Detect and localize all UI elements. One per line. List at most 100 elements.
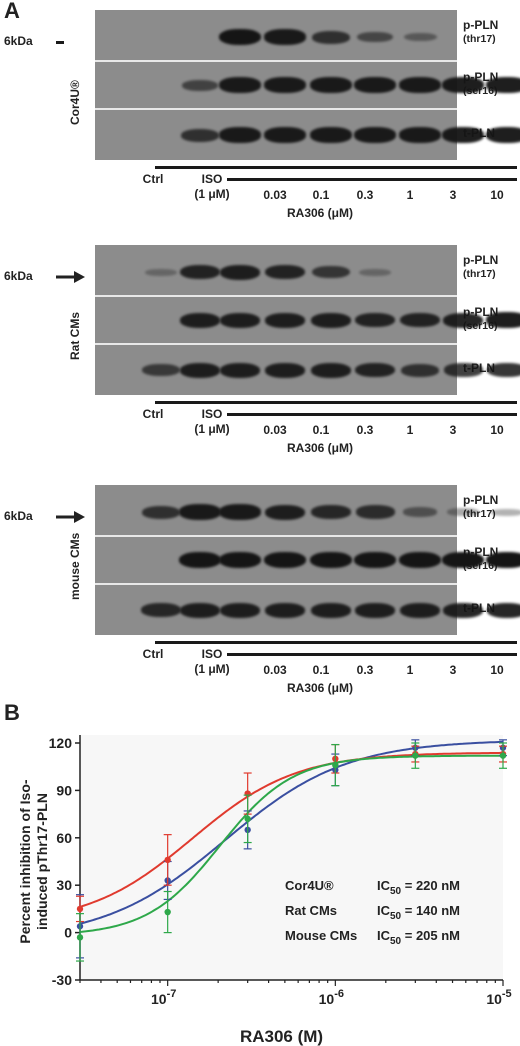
- dose-label: 0.03: [263, 663, 287, 677]
- drug-axis-label: RA306 (μM): [286, 206, 354, 220]
- protein-band: [442, 127, 484, 143]
- protein-band: [179, 362, 221, 378]
- data-point: [76, 934, 84, 941]
- blot-row-label: p-PLN (thr17): [463, 18, 498, 46]
- protein-band: [486, 312, 520, 328]
- protein-band: [399, 602, 441, 618]
- blot-strip: [95, 585, 520, 635]
- blot-image: [95, 245, 520, 395]
- legend-series-name: Rat CMs: [285, 903, 337, 918]
- lane-label-ctrl: Ctrl: [142, 647, 164, 661]
- protein-label: p-PLN: [463, 253, 499, 267]
- protein-band: [491, 508, 520, 516]
- molecular-weight-marker: 6kDa: [4, 269, 33, 283]
- strip-divider: [95, 343, 457, 345]
- protein-band: [145, 268, 177, 276]
- arrow-icon: [56, 511, 85, 523]
- drug-bar: [227, 653, 517, 656]
- strip-divider: [95, 535, 457, 537]
- blot-strip: [95, 110, 520, 160]
- dose-label: 0.3: [356, 188, 374, 202]
- y-tick-label: 0: [64, 925, 72, 941]
- protein-band: [264, 77, 306, 93]
- protein-band: [219, 29, 261, 45]
- panel-b-letter: B: [4, 700, 20, 725]
- legend-ic50: IC50 = 205 nM: [377, 928, 460, 947]
- fit-curve: [79, 754, 503, 933]
- protein-band: [219, 504, 261, 520]
- iso-dose-label: (1 μM): [194, 422, 230, 436]
- protein-band: [264, 602, 306, 618]
- protein-band: [219, 264, 261, 280]
- strip-divider: [95, 295, 457, 297]
- protein-band: [399, 127, 441, 143]
- blot-image: [95, 485, 520, 635]
- protein-band: [359, 268, 391, 276]
- y-tick-label: 30: [56, 877, 72, 893]
- protein-band: [219, 127, 261, 143]
- blot-row-label: p-PLN (thr17): [463, 493, 498, 521]
- protein-band: [310, 602, 352, 618]
- protein-band: [180, 128, 220, 142]
- protein-band: [219, 552, 261, 568]
- lane-label-ctrl: Ctrl: [142, 172, 164, 186]
- strip-divider: [95, 108, 457, 110]
- protein-band: [311, 30, 351, 44]
- lane-label-ctrl: Ctrl: [142, 407, 164, 421]
- protein-band: [354, 312, 396, 328]
- y-tick-label: 90: [56, 782, 72, 798]
- protein-band: [179, 504, 221, 520]
- protein-band: [182, 79, 218, 91]
- protein-band: [486, 602, 520, 618]
- protein-band: [264, 312, 306, 328]
- protein-band: [312, 265, 350, 279]
- protein-band: [264, 504, 306, 520]
- data-point: [244, 815, 251, 823]
- blot-strip: [95, 245, 457, 295]
- protein-band: [141, 603, 181, 617]
- blot-strip: [95, 297, 520, 343]
- blot-strip: [95, 62, 520, 108]
- protein-band: [354, 127, 396, 143]
- y-tick-label: 120: [49, 735, 73, 751]
- dose-label: 3: [449, 663, 457, 677]
- protein-band: [354, 77, 396, 93]
- protein-band: [399, 77, 441, 93]
- protein-band: [179, 552, 221, 568]
- legend-ic50: IC50 = 140 nM: [377, 903, 460, 922]
- data-point: [164, 856, 171, 864]
- data-point: [499, 752, 507, 759]
- dose-label: 0.3: [356, 423, 374, 437]
- protein-band: [219, 312, 261, 328]
- protein-band: [354, 362, 396, 378]
- dose-label: 0.1: [312, 423, 330, 437]
- protein-band: [442, 77, 484, 93]
- legend-series-name: Mouse CMs: [285, 928, 357, 943]
- protein-band: [403, 32, 437, 42]
- protein-band: [179, 602, 221, 618]
- dose-label: 0.3: [356, 663, 374, 677]
- data-point: [164, 908, 171, 916]
- residue-label: (thr17): [463, 508, 496, 520]
- dose-label: 3: [449, 188, 457, 202]
- dose-response-chart: -30 0 30 60 90 120 10-7 10-6 10-5 Percent inhibit…: [17, 735, 512, 1046]
- protein-band: [486, 127, 520, 143]
- dose-label: 10: [490, 188, 504, 202]
- cell-type-label: Cor4U®: [68, 80, 82, 125]
- protein-band: [310, 312, 352, 328]
- treatment-bar: [155, 641, 517, 644]
- residue-label: (thr17): [463, 268, 496, 280]
- protein-band: [487, 363, 520, 377]
- blot-row-label: p-PLN (thr17): [463, 253, 498, 281]
- protein-band: [179, 312, 221, 328]
- iso-label: ISO: [201, 172, 223, 186]
- protein-band: [357, 31, 393, 43]
- dose-label: 0.1: [312, 188, 330, 202]
- x-tick-label: 10-5: [486, 988, 511, 1007]
- protein-band: [142, 364, 180, 376]
- protein-band: [179, 264, 221, 280]
- protein-band: [219, 602, 261, 618]
- protein-band: [264, 362, 306, 378]
- dose-label: 3: [449, 423, 457, 437]
- protein-label: p-PLN: [463, 18, 499, 32]
